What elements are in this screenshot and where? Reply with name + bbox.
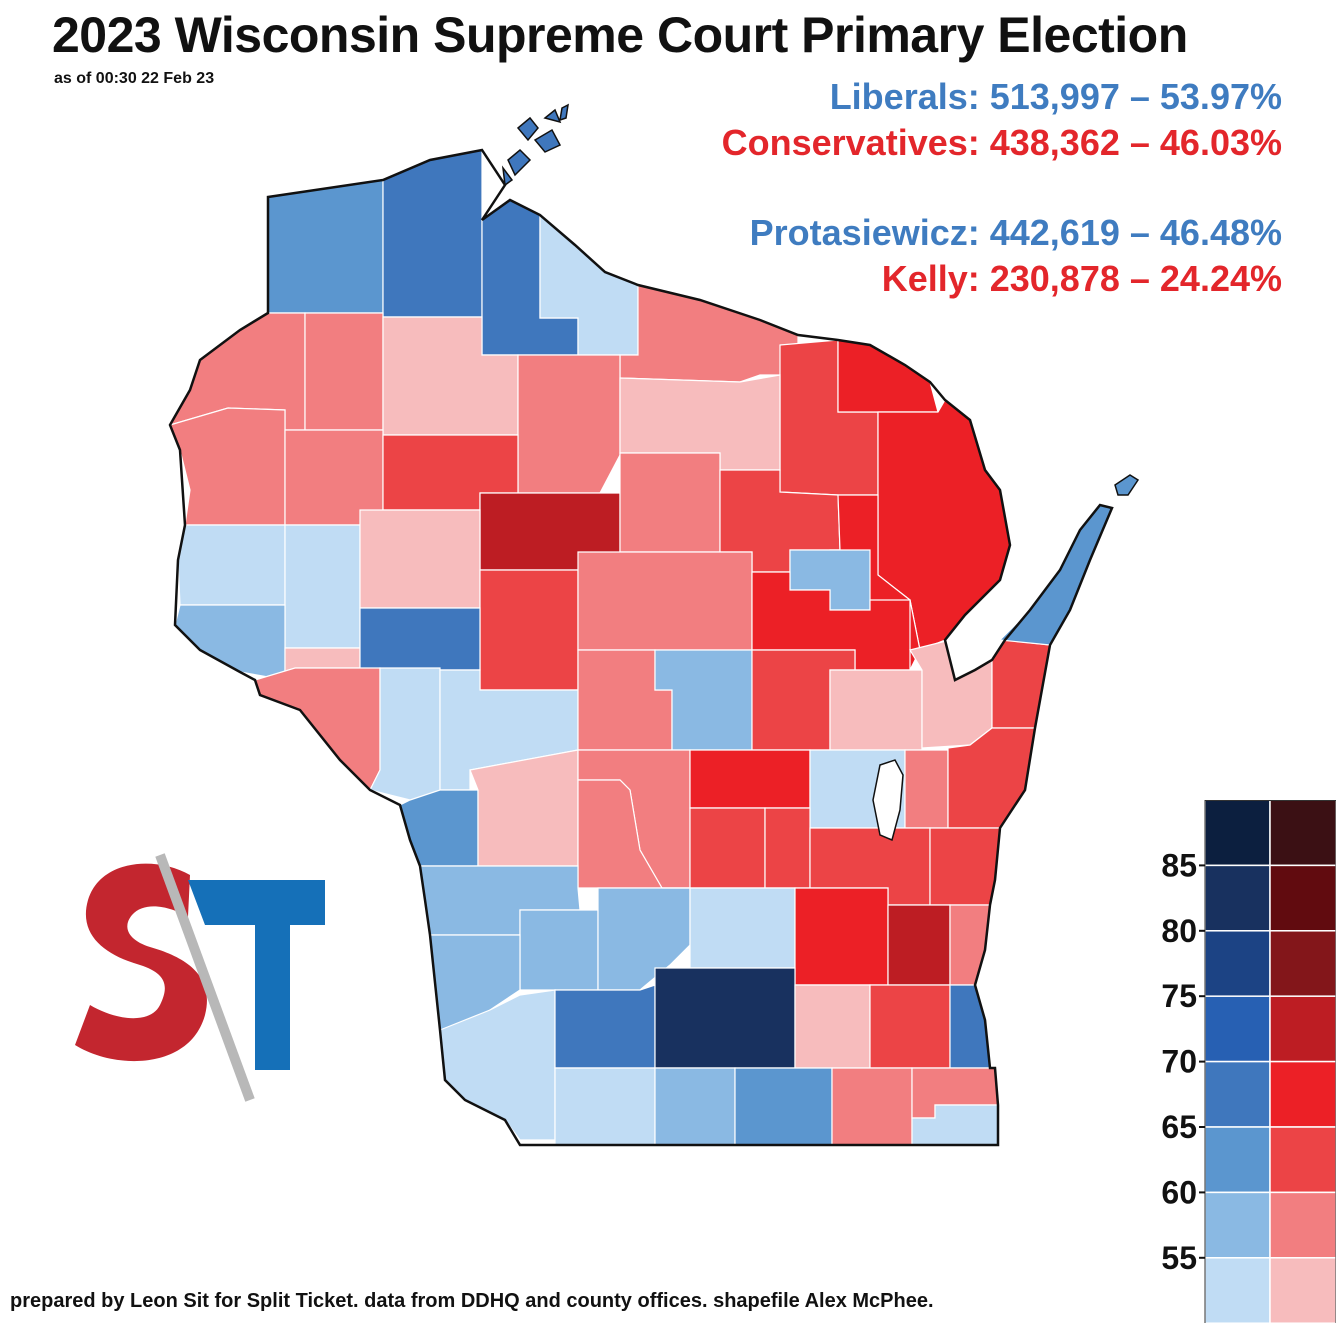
legend-tick-label: 80 xyxy=(1161,913,1197,949)
county-green xyxy=(654,1067,736,1146)
legend-cell-blue xyxy=(1204,1191,1271,1259)
legend-tick-label: 60 xyxy=(1161,1174,1197,1210)
legend-cell-blue xyxy=(1204,1257,1271,1323)
legend-cell-blue xyxy=(1204,1060,1271,1128)
county-waushara xyxy=(689,749,811,809)
apostle-islands xyxy=(501,103,569,187)
legend-cell-red xyxy=(1269,930,1336,997)
county-chippewa xyxy=(359,509,481,609)
legend: 85 80 75 70 65 60 55 xyxy=(1161,800,1336,1323)
county-marquette xyxy=(689,807,766,889)
lake-winnebago xyxy=(872,759,904,842)
county-trempealeau xyxy=(369,667,441,801)
protasiewicz-total: Protasiewicz: 442,619 – 46.48% xyxy=(749,212,1282,253)
legend-cell-red xyxy=(1269,864,1336,932)
logo-s-shape xyxy=(75,863,207,1062)
county-outagamie xyxy=(829,669,923,751)
county-lincoln xyxy=(619,452,721,553)
county-iowa xyxy=(554,984,656,1069)
footer-credit: prepared by Leon Sit for Split Ticket. d… xyxy=(10,1290,934,1312)
county-price xyxy=(517,354,621,494)
county-dane xyxy=(654,967,796,1069)
liberals-total: Liberals: 513,997 – 53.97% xyxy=(829,76,1282,117)
county-buffalo xyxy=(254,667,381,792)
legend-cell-blue xyxy=(1204,1126,1271,1194)
logo-slash xyxy=(155,853,255,1102)
county-washington xyxy=(887,904,951,986)
green-bay-water xyxy=(945,540,1050,680)
county-bayfield xyxy=(382,149,483,318)
logo-t-shape xyxy=(188,880,325,1070)
legend-cell-blue xyxy=(1204,995,1271,1063)
county-kewaunee xyxy=(991,639,1051,729)
legend-cell-red xyxy=(1269,1257,1336,1323)
county-polk xyxy=(169,407,286,526)
county-dunn xyxy=(284,524,361,649)
county-marathon xyxy=(577,551,753,651)
county-eau-claire xyxy=(359,607,481,671)
county-calumet xyxy=(904,749,949,829)
county-jefferson xyxy=(794,984,871,1069)
county-monroe xyxy=(469,749,579,867)
legend-cell-red xyxy=(1269,800,1336,867)
county-vilas xyxy=(619,284,799,383)
county-lafayette xyxy=(554,1067,656,1146)
county-washburn xyxy=(304,312,384,431)
legend-tick-label: 65 xyxy=(1161,1109,1197,1145)
legend-tick-label: 85 xyxy=(1161,847,1197,883)
legend-cell-blue xyxy=(1204,930,1271,997)
county-dodge xyxy=(794,887,889,986)
county-green-lake xyxy=(764,807,811,889)
kelly-total: Kelly: 230,878 – 24.24% xyxy=(881,258,1282,299)
legend-cell-red xyxy=(1269,1060,1336,1128)
county-ozaukee xyxy=(949,904,991,986)
county-waukesha xyxy=(869,984,951,1069)
split-ticket-logo: ST xyxy=(60,845,325,1102)
legend-cell-red xyxy=(1269,1126,1336,1194)
county-walworth xyxy=(831,1067,913,1146)
legend-cell-red xyxy=(1269,1191,1336,1259)
legend-tick-label: 70 xyxy=(1161,1044,1197,1080)
legend-tick-label: 55 xyxy=(1161,1240,1197,1276)
map-title: 2023 Wisconsin Supreme Court Primary Ele… xyxy=(52,7,1188,63)
county-sheboygan xyxy=(929,827,1001,906)
county-clark xyxy=(479,569,579,691)
county-rock xyxy=(734,1067,833,1146)
county-la-crosse xyxy=(399,789,479,867)
logo-text: ST xyxy=(60,845,62,846)
legend-cell-blue xyxy=(1204,800,1271,867)
county-st-croix xyxy=(177,524,286,606)
legend-cell-blue xyxy=(1204,864,1271,932)
state-outline xyxy=(168,148,1114,1147)
conservatives-total: Conservatives: 438,362 – 46.03% xyxy=(721,122,1282,163)
county-douglas xyxy=(267,179,384,314)
results-panel: Liberals: 513,997 – 53.97% Conservatives… xyxy=(722,74,1282,302)
legend-tick-label: 75 xyxy=(1161,978,1197,1014)
county-richland xyxy=(519,909,599,991)
legend-cell-red xyxy=(1269,995,1336,1063)
county-door-island xyxy=(1114,474,1140,496)
timestamp: as of 00:30 22 Feb 23 xyxy=(54,70,215,87)
county-milwaukee xyxy=(949,984,991,1069)
